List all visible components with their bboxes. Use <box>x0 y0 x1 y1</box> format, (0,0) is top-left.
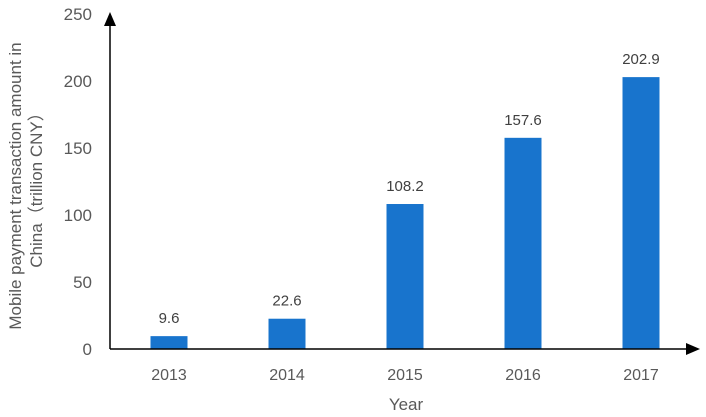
data-label-2015: 108.2 <box>386 178 424 195</box>
bar-2017 <box>622 77 660 349</box>
data-label-2016: 157.6 <box>504 112 542 129</box>
data-label-2013: 9.6 <box>159 310 180 327</box>
bar-2014 <box>268 318 306 349</box>
x-tick-label-2017: 2017 <box>623 367 659 384</box>
x-tick-label-2015: 2015 <box>387 367 423 384</box>
y-axis-title-line1: Mobile payment transaction amount in <box>6 42 25 329</box>
y-tick-label: 0 <box>83 340 92 359</box>
y-tick-label: 150 <box>64 139 92 158</box>
data-label-2014: 22.6 <box>272 293 301 310</box>
x-tick-label-2016: 2016 <box>505 367 541 384</box>
y-axis-ticks: 0 50 100 150 200 250 <box>64 5 92 359</box>
x-tick-label-2014: 2014 <box>269 367 305 384</box>
x-axis-title: Year <box>389 395 424 414</box>
y-tick-label: 50 <box>73 273 92 292</box>
y-tick-label: 200 <box>64 72 92 91</box>
data-label-2017: 202.9 <box>622 51 660 68</box>
data-labels: 9.6 22.6 108.2 157.6 202.9 <box>159 51 660 327</box>
bar-2016 <box>504 137 542 349</box>
y-axis-title-line2: China（trillion CNY） <box>27 104 46 267</box>
bars <box>150 77 660 349</box>
y-axis-title: Mobile payment transaction amount in Chi… <box>6 42 46 329</box>
bar-2013 <box>150 336 188 349</box>
bar-2015 <box>386 204 424 349</box>
x-axis-arrow <box>686 343 700 355</box>
x-axis-ticks: 2013 2014 2015 2016 2017 <box>151 367 659 384</box>
y-tick-label: 100 <box>64 206 92 225</box>
y-axis-arrow <box>104 12 116 26</box>
x-tick-label-2013: 2013 <box>151 367 187 384</box>
y-tick-label: 250 <box>64 5 92 24</box>
